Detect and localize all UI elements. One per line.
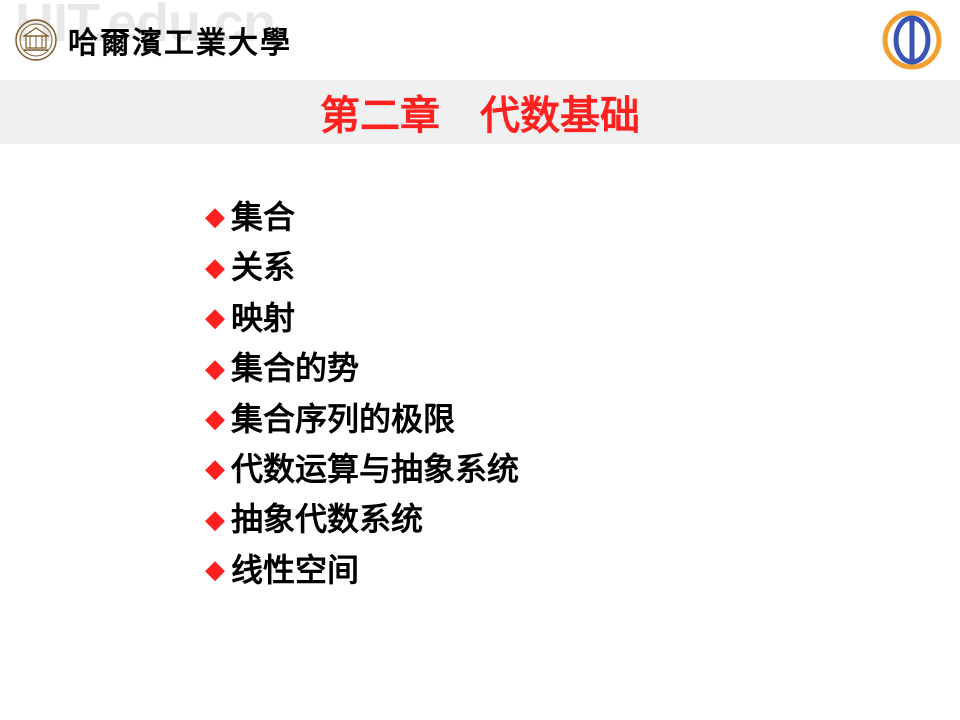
header-bar: HIT.edu.cn 哈爾濱工業大學 xyxy=(0,0,960,80)
list-item: ◆ 关系 xyxy=(205,244,960,290)
logo-area: 哈爾濱工業大學 xyxy=(14,18,292,62)
item-text: 集合序列的极限 xyxy=(231,396,455,442)
corner-logo-icon xyxy=(882,10,942,70)
diamond-bullet-icon: ◆ xyxy=(205,198,225,236)
item-text: 集合 xyxy=(231,194,295,240)
item-text: 集合的势 xyxy=(231,345,359,391)
list-item: ◆ 代数运算与抽象系统 xyxy=(205,446,960,492)
university-seal-icon xyxy=(14,18,58,62)
item-text: 关系 xyxy=(231,244,295,290)
diamond-bullet-icon: ◆ xyxy=(205,299,225,337)
list-item: ◆ 抽象代数系统 xyxy=(205,496,960,542)
diamond-bullet-icon: ◆ xyxy=(205,450,225,488)
content-area: ◆ 集合 ◆ 关系 ◆ 映射 ◆ 集合的势 ◆ 集合序列的极限 ◆ 代数运算与抽… xyxy=(0,144,960,593)
list-item: ◆ 映射 xyxy=(205,295,960,341)
item-text: 线性空间 xyxy=(231,547,359,593)
chapter-title: 第二章 代数基础 xyxy=(320,83,640,141)
university-name: 哈爾濱工業大學 xyxy=(68,18,292,62)
list-item: ◆ 集合的势 xyxy=(205,345,960,391)
list-item: ◆ 集合序列的极限 xyxy=(205,396,960,442)
list-item: ◆ 集合 xyxy=(205,194,960,240)
topic-list: ◆ 集合 ◆ 关系 ◆ 映射 ◆ 集合的势 ◆ 集合序列的极限 ◆ 代数运算与抽… xyxy=(205,194,960,593)
list-item: ◆ 线性空间 xyxy=(205,547,960,593)
diamond-bullet-icon: ◆ xyxy=(205,249,225,287)
diamond-bullet-icon: ◆ xyxy=(205,400,225,438)
item-text: 抽象代数系统 xyxy=(231,496,423,542)
title-bar: 第二章 代数基础 xyxy=(0,80,960,144)
diamond-bullet-icon: ◆ xyxy=(205,350,225,388)
diamond-bullet-icon: ◆ xyxy=(205,551,225,589)
diamond-bullet-icon: ◆ xyxy=(205,501,225,539)
item-text: 映射 xyxy=(231,295,295,341)
item-text: 代数运算与抽象系统 xyxy=(231,446,519,492)
